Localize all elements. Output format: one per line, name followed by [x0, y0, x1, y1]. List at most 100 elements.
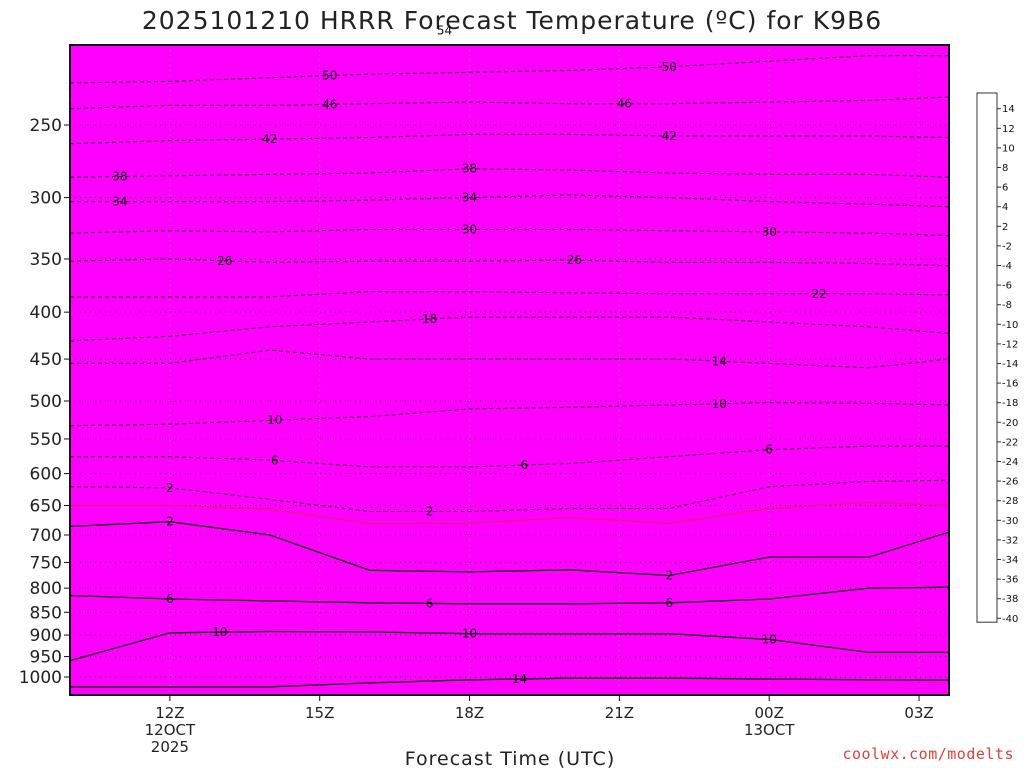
contour-label--10: 10 [462, 627, 477, 641]
contour-label-54: 54 [437, 24, 452, 38]
colorbar-label--30: -30 [1002, 516, 1018, 527]
y-tick-label-750: 750 [30, 553, 62, 573]
colorbar: 14 12 10 8 6 4 2 -2 -4 -6 -8 -10 -12 -14 -16 -18 -20 -22 -… [976, 92, 1018, 625]
contour-line-10 [70, 402, 949, 427]
contour-line--14 [70, 677, 949, 688]
contour-label-30: 30 [462, 222, 477, 236]
contour-lines [70, 55, 949, 688]
x-tick-label-21Z-0: 21Z [605, 704, 634, 722]
contour-label-26: 26 [567, 253, 582, 267]
y-tick-label-1000: 1000 [19, 668, 62, 688]
contour-label-50: 50 [662, 60, 677, 74]
contour-line--10 [70, 630, 949, 662]
credit-text: coolwx.com/modelts [842, 745, 1014, 763]
y-tick-label-300: 300 [30, 189, 62, 209]
contour-line--6 [70, 586, 949, 605]
contour-line-42 [70, 133, 949, 145]
colorbar-label--10: -10 [1002, 320, 1018, 331]
colorbar-label--12: -12 [1002, 339, 1018, 350]
contour-label--6: 6 [166, 592, 174, 606]
contour-label-6: 6 [765, 443, 773, 457]
colorbar-label-8: 8 [1002, 163, 1008, 174]
contour-line-50 [70, 55, 949, 84]
contour-label--2: 2 [665, 569, 673, 583]
temp-band-14 [70, 45, 949, 695]
contour-label-42: 42 [262, 132, 277, 146]
chart-title: 2025101210 HRRR Forecast Temperature (ºC… [142, 6, 882, 35]
contour-line-46 [70, 96, 949, 110]
contour-label--2: 2 [166, 515, 174, 529]
contour-line-34 [70, 194, 949, 208]
x-tick-label-15Z-0: 15Z [305, 704, 334, 722]
plot-frame [69, 44, 950, 696]
colorbar-label-4: 4 [1002, 202, 1008, 213]
contour-label-38: 38 [112, 169, 127, 183]
colorbar-label-12: 12 [1002, 124, 1015, 135]
y-tick-label-900: 900 [30, 626, 62, 646]
y-axis-ticks: 250 300 350 400 450 500 550 600 650 700 750 800 850 9… [19, 116, 70, 688]
y-tick-label-600: 600 [30, 465, 62, 485]
y-tick-label-650: 650 [30, 496, 62, 516]
colorbar-label-14: 14 [1002, 104, 1015, 115]
x-tick-label-00Z-1: 13OCT [744, 721, 795, 739]
temperature-fill-bands [70, 45, 949, 695]
colorbar-label--4: -4 [1002, 261, 1012, 272]
contour-label-10: 10 [267, 413, 282, 427]
contour-label-14: 14 [712, 354, 727, 368]
colorbar-label--22: -22 [1002, 437, 1018, 448]
colorbar-label--18: -18 [1002, 398, 1018, 409]
colorbar-label-6: 6 [1002, 183, 1008, 194]
colorbar-label--38: -38 [1002, 594, 1018, 605]
contour-line-14 [70, 349, 949, 369]
contour-line-2 [70, 479, 949, 512]
y-tick-label-250: 250 [30, 116, 62, 136]
contour-line-0 [70, 501, 949, 525]
contour-label-30: 30 [762, 225, 777, 239]
contour-label-26: 26 [217, 254, 232, 268]
y-tick-label-350: 350 [30, 250, 62, 270]
contour-label--6: 6 [426, 596, 434, 610]
colorbar-label--8: -8 [1002, 300, 1012, 311]
colorbar-label--24: -24 [1002, 457, 1018, 468]
contour-label-46: 46 [617, 97, 632, 111]
contour-label-10: 10 [712, 397, 727, 411]
colorbar-label--28: -28 [1002, 496, 1018, 507]
colorbar-label--16: -16 [1002, 379, 1018, 390]
colorbar-label--40: -40 [1002, 614, 1018, 625]
y-tick-label-400: 400 [30, 303, 62, 323]
contour-label--10: 10 [762, 632, 777, 646]
colorbar-label-2: 2 [1002, 222, 1008, 233]
contour-line-26 [70, 258, 949, 267]
contour-line-22 [70, 291, 949, 298]
contour-label-2: 2 [426, 505, 434, 519]
colorbar-label--34: -34 [1002, 555, 1018, 566]
contour-label-42: 42 [662, 129, 677, 143]
x-tick-label-12Z-1: 12OCT [145, 721, 196, 739]
x-axis-label: Forecast Time (UTC) [405, 748, 615, 768]
colorbar-label--2: -2 [1002, 241, 1012, 252]
x-tick-label-18Z-0: 18Z [455, 704, 484, 722]
x-tick-label-12Z-0: 12Z [155, 704, 184, 722]
y-tick-label-450: 450 [30, 350, 62, 370]
colorbar-frame [976, 92, 998, 623]
contour-label-18: 18 [422, 312, 437, 326]
grid-lines [70, 45, 949, 695]
y-tick-label-800: 800 [30, 579, 62, 599]
contour-label-6: 6 [271, 453, 279, 467]
y-tick-label-950: 950 [30, 648, 62, 668]
colorbar-label--36: -36 [1002, 575, 1018, 586]
contour-line-30 [70, 229, 949, 236]
contour-label-22: 22 [812, 287, 827, 301]
y-tick-label-550: 550 [30, 430, 62, 450]
x-tick-label-00Z-0: 00Z [755, 704, 784, 722]
contour-line-18 [70, 316, 949, 342]
contour-label-50: 50 [322, 69, 337, 83]
y-tick-label-850: 850 [30, 603, 62, 623]
colorbar-label-10: 10 [1002, 143, 1015, 154]
colorbar-label--6: -6 [1002, 281, 1012, 292]
y-tick-label-500: 500 [30, 392, 62, 412]
colorbar-label--32: -32 [1002, 535, 1018, 546]
